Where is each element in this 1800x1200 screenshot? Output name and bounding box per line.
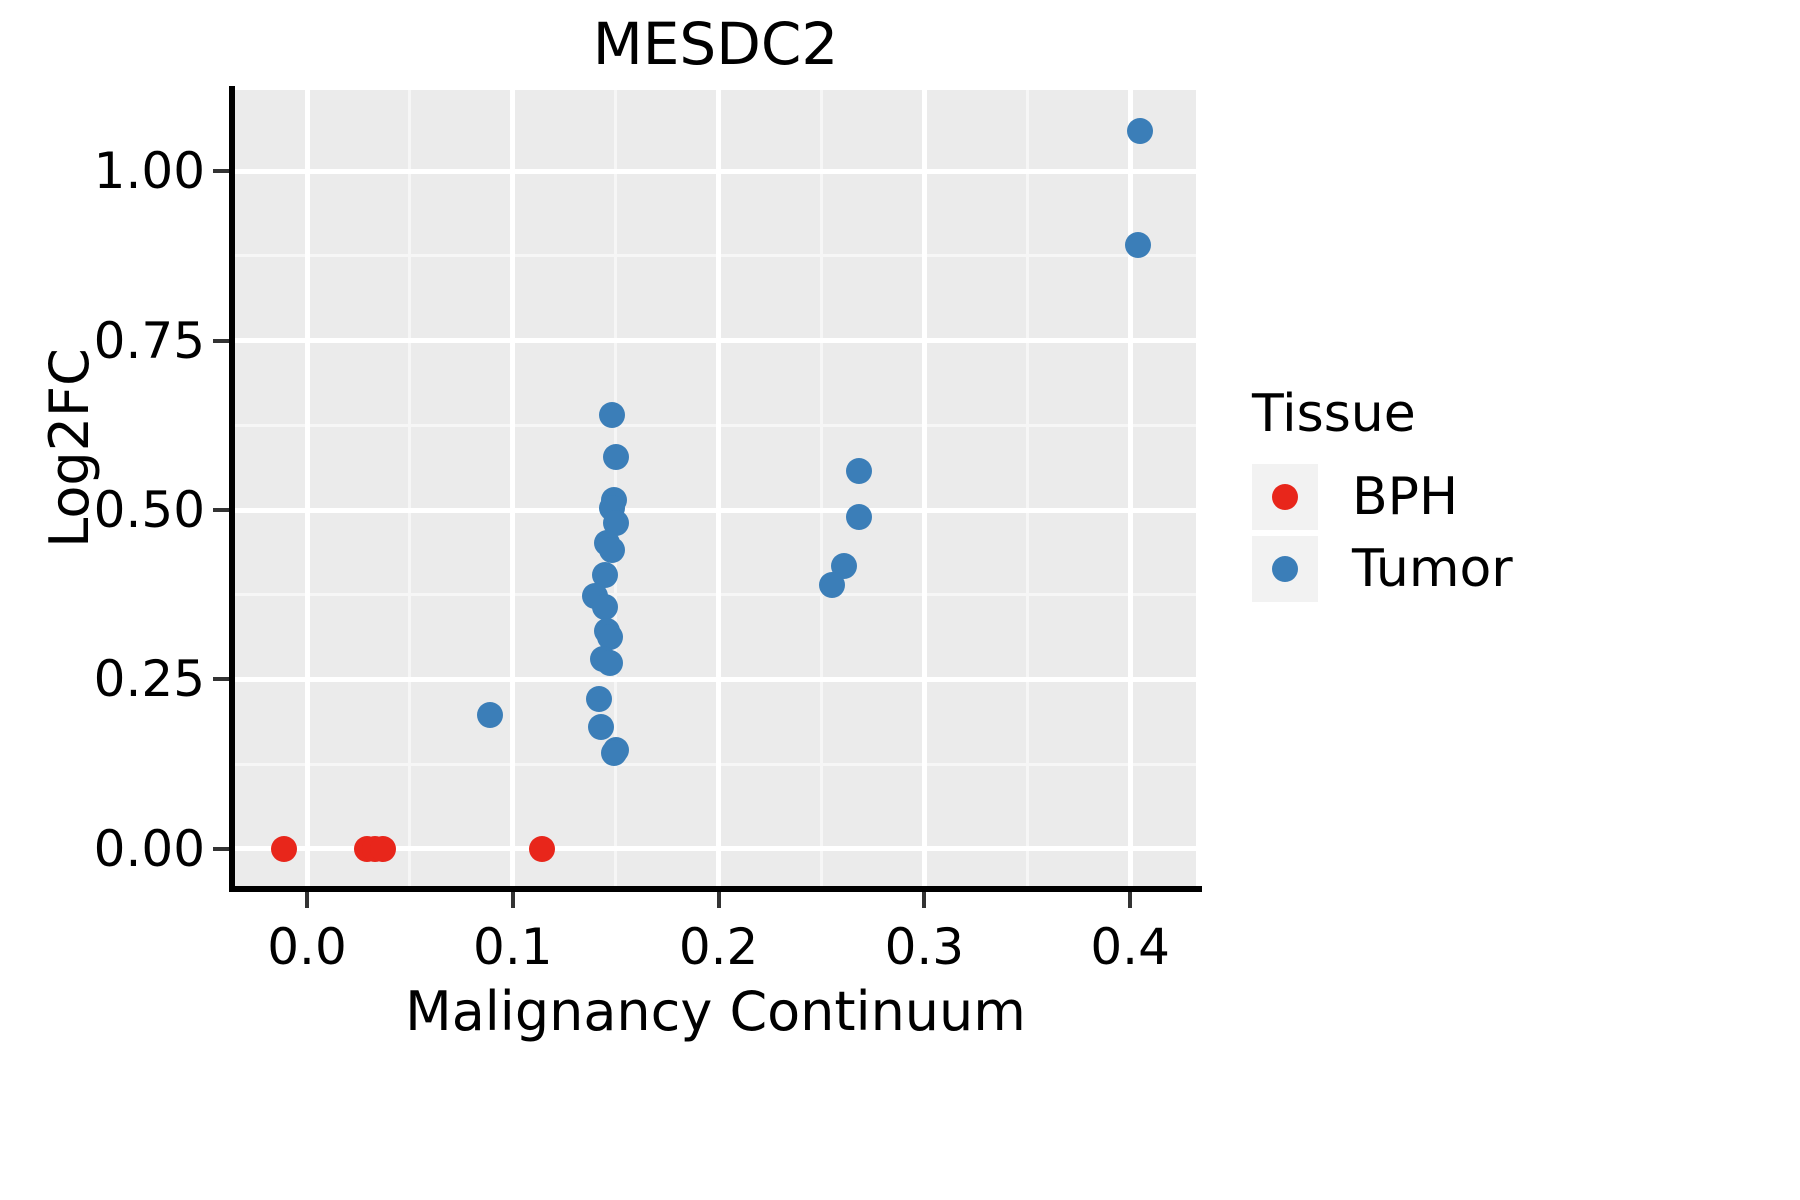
data-point-tumor [1127,117,1154,144]
data-point-tumor [818,572,845,599]
data-point-tumor [598,536,625,563]
data-point-tumor [602,444,629,471]
x-axis-line [229,886,1202,892]
x-tick-mark [305,892,310,908]
data-point-tumor [845,458,872,485]
gridline-minor-vertical [1025,90,1029,886]
gridline-major-horizontal [235,168,1196,174]
y-axis-title: Log2FC [38,348,101,548]
gridline-major-vertical [510,90,516,886]
gridline-major-horizontal [235,507,1196,513]
gridline-minor-horizontal [235,254,1196,258]
y-tick-label: 0.00 [93,819,205,878]
gridline-minor-vertical [408,90,412,886]
data-point-tumor [592,593,619,620]
data-point-tumor [588,713,615,740]
gridline-minor-horizontal [235,762,1196,766]
data-point-tumor [477,701,504,728]
gridline-major-vertical [304,90,310,886]
y-tick-label: 0.50 [93,481,205,540]
legend-key-swatch [1252,464,1318,530]
legend-item-label: Tumor [1352,539,1513,599]
y-tick-label: 0.25 [93,650,205,709]
data-point-tumor [845,503,872,530]
page-title: MESDC2 [592,10,839,78]
gridline-major-horizontal [235,338,1196,344]
data-point-tumor [1125,232,1152,259]
data-point-bph [370,835,397,862]
gridline-major-vertical [716,90,722,886]
gridline-minor-vertical [819,90,823,886]
gridline-major-vertical [1127,90,1133,886]
x-tick-mark [1128,892,1133,908]
plot-panel [235,90,1196,886]
legend-dot-icon [1272,556,1298,582]
gridline-major-vertical [921,90,927,886]
data-point-tumor [596,650,623,677]
y-tick-mark [213,338,229,343]
data-point-tumor [596,624,623,651]
x-tick-label: 0.4 [1090,918,1170,976]
data-point-tumor [586,686,613,713]
x-tick-mark [716,892,721,908]
gridline-minor-horizontal [235,593,1196,597]
legend-item-label: BPH [1352,467,1459,527]
legend: Tissue BPH Tumor [1252,382,1772,608]
y-tick-label: 1.00 [93,142,205,201]
legend-item-tumor[interactable]: Tumor [1252,536,1772,602]
legend-title: Tissue [1252,384,1416,444]
x-tick-mark [922,892,927,908]
gridline-major-horizontal [235,676,1196,682]
data-point-bph [271,835,298,862]
data-point-bph [528,835,555,862]
y-tick-mark [213,169,229,174]
y-axis-line [229,86,235,890]
data-point-tumor [598,402,625,429]
y-tick-label: 0.75 [93,311,205,370]
x-tick-label: 0.1 [473,918,553,976]
y-tick-mark [213,846,229,851]
gridline-major-horizontal [235,846,1196,852]
gridline-minor-horizontal [235,423,1196,427]
data-point-tumor [600,740,627,767]
x-tick-label: 0.2 [678,918,759,976]
x-tick-mark [510,892,515,908]
y-tick-mark [213,677,229,682]
legend-item-bph[interactable]: BPH [1252,464,1772,530]
x-tick-label: 0.3 [884,918,965,976]
x-tick-label: 0.0 [267,918,347,976]
legend-dot-icon [1272,484,1298,510]
x-axis-title: Malignancy Continuum [405,980,1026,1043]
legend-entries: BPH Tumor [1252,464,1772,602]
legend-key-swatch [1252,536,1318,602]
y-tick-mark [213,508,229,513]
